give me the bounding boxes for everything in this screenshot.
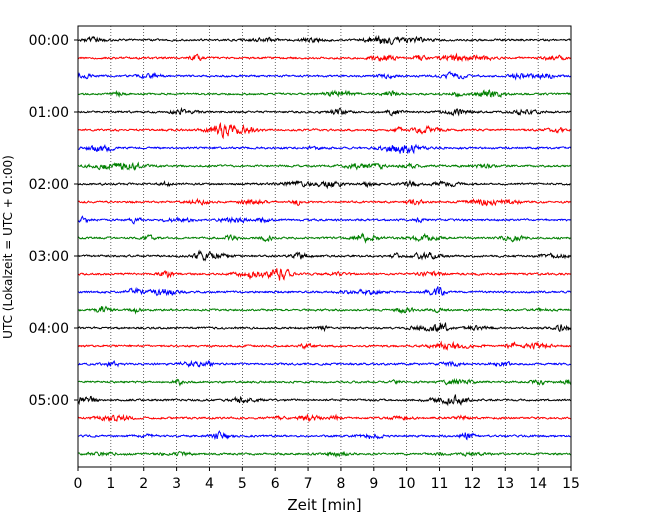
trace-line bbox=[77, 377, 572, 387]
x-tick-label: 5 bbox=[238, 476, 247, 492]
trace-line bbox=[77, 321, 572, 333]
trace-line bbox=[77, 197, 572, 207]
trace-line bbox=[77, 161, 572, 171]
x-tick-label: 8 bbox=[336, 476, 345, 492]
y-tick-label: 02:00 bbox=[29, 177, 69, 193]
x-tick-label: 9 bbox=[369, 476, 378, 492]
x-tick-label: 14 bbox=[529, 476, 547, 492]
x-tick-label: 7 bbox=[304, 476, 313, 492]
trace-line bbox=[77, 34, 572, 46]
trace-line bbox=[77, 305, 572, 315]
y-axis-ticks: 00:00 01:00 02:00 03:00 04:00 05:00 bbox=[29, 33, 78, 409]
trace-line bbox=[77, 359, 572, 368]
x-tick-label: 10 bbox=[398, 476, 416, 492]
trace-line bbox=[77, 430, 572, 441]
trace-line bbox=[77, 450, 572, 458]
traces bbox=[77, 34, 572, 458]
x-tick-label: 13 bbox=[496, 476, 514, 492]
trace-line bbox=[77, 413, 572, 423]
trace-line bbox=[77, 179, 572, 190]
trace-line bbox=[77, 394, 572, 407]
y-tick-label: 01:00 bbox=[29, 105, 69, 121]
trace-line bbox=[77, 232, 572, 244]
y-tick-label: 04:00 bbox=[29, 321, 69, 337]
x-tick-label: 11 bbox=[431, 476, 449, 492]
y-tick-label: 03:00 bbox=[29, 249, 69, 265]
x-axis-ticks: 0 1 2 3 4 5 6 7 8 9 10 11 12 13 14 15 bbox=[74, 467, 580, 492]
x-tick-label: 6 bbox=[271, 476, 280, 492]
trace-line bbox=[77, 106, 572, 117]
trace-line bbox=[77, 89, 572, 98]
trace-line bbox=[77, 340, 572, 352]
x-tick-label: 1 bbox=[106, 476, 115, 492]
x-tick-label: 15 bbox=[562, 476, 580, 492]
plot-frame bbox=[77, 25, 572, 468]
trace-line bbox=[77, 52, 572, 63]
y-axis-label: UTC (Lokalzeit = UTC + 01:00) bbox=[1, 155, 15, 339]
x-tick-label: 3 bbox=[172, 476, 181, 492]
trace-line bbox=[77, 268, 572, 281]
x-tick-label: 12 bbox=[463, 476, 481, 492]
trace-line bbox=[77, 70, 572, 81]
y-tick-label: 05:00 bbox=[29, 393, 69, 409]
y-tick-label: 00:00 bbox=[29, 33, 69, 49]
x-tick-label: 2 bbox=[139, 476, 148, 492]
trace-line bbox=[77, 143, 572, 155]
trace-line bbox=[77, 121, 572, 140]
trace-line bbox=[77, 215, 572, 225]
x-tick-label: 4 bbox=[205, 476, 214, 492]
x-axis-label: Zeit [min] bbox=[287, 496, 361, 514]
trace-line bbox=[77, 286, 572, 297]
x-tick-label: 0 bbox=[74, 476, 83, 492]
trace-line bbox=[77, 249, 572, 262]
